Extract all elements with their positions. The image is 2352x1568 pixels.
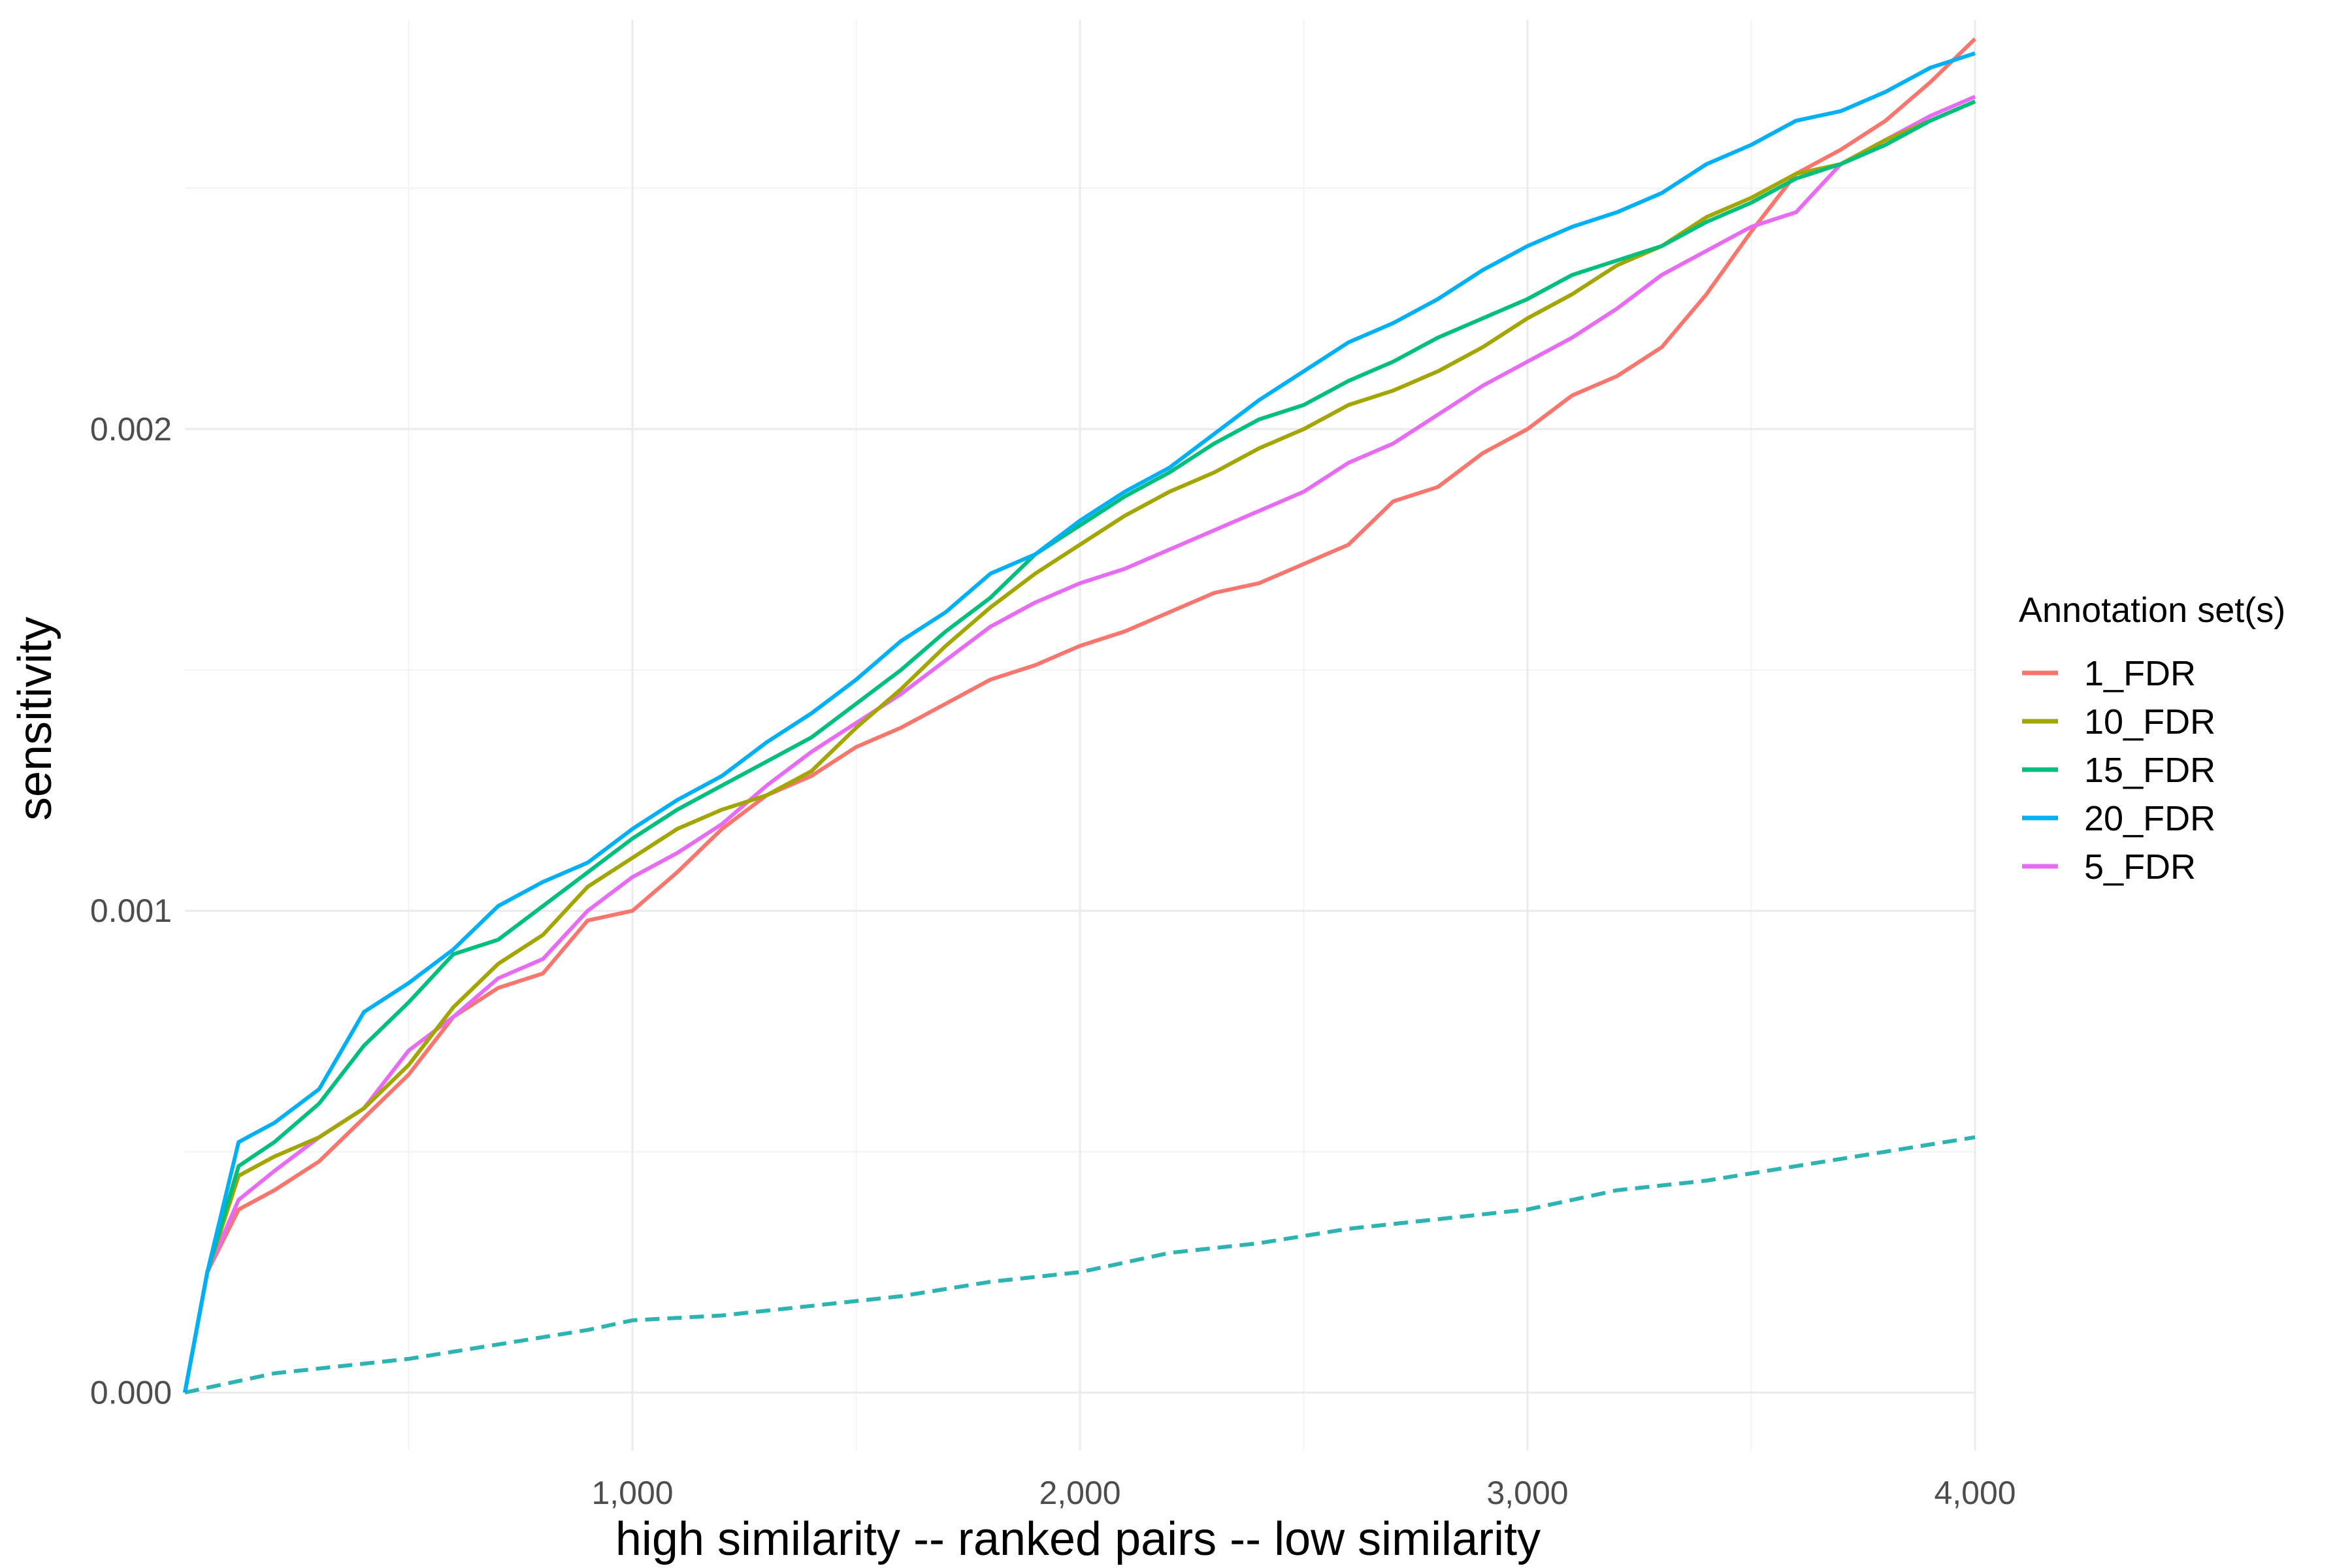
y-axis-ticks: 0.000 0.001 0.002 [90, 411, 172, 1411]
legend-items: 1_FDR 10_FDR 15_FDR 20_FDR 5_FDR [2022, 654, 2215, 887]
series-line-1-fdr [183, 37, 1977, 1394]
y-tick-label: 0.002 [90, 411, 172, 448]
y-axis-title: sensitivity [9, 617, 61, 821]
x-axis-title: high similarity -- ranked pairs -- low s… [615, 1513, 1541, 1565]
y-tick-label: 0.001 [90, 892, 172, 929]
grid-lines [185, 20, 1976, 1450]
legend-label-1-fdr: 1_FDR [2084, 654, 2196, 693]
legend-label-10-fdr: 10_FDR [2084, 702, 2215, 742]
y-tick-label: 0.000 [90, 1375, 172, 1411]
x-tick-label: 1,000 [591, 1475, 673, 1511]
x-axis-ticks: 1,000 2,000 3,000 4,000 [591, 1475, 2016, 1511]
legend: Annotation set(s) 1_FDR 10_FDR 15_FDR 20_FD… [2019, 591, 2285, 887]
series-line-5-fdr [183, 95, 1976, 1394]
x-tick-label: 4,000 [1934, 1475, 2016, 1511]
legend-label-5-fdr: 5_FDR [2084, 847, 2196, 887]
series-line-20-fdr [183, 51, 1976, 1394]
legend-label-20-fdr: 20_FDR [2084, 799, 2215, 838]
x-tick-label: 2,000 [1039, 1475, 1120, 1511]
legend-label-15-fdr: 15_FDR [2084, 751, 2215, 790]
series-lines [183, 37, 1977, 1395]
baseline-dashed-line [184, 1135, 1976, 1395]
legend-title: Annotation set(s) [2019, 591, 2285, 630]
x-tick-label: 3,000 [1486, 1475, 1568, 1511]
